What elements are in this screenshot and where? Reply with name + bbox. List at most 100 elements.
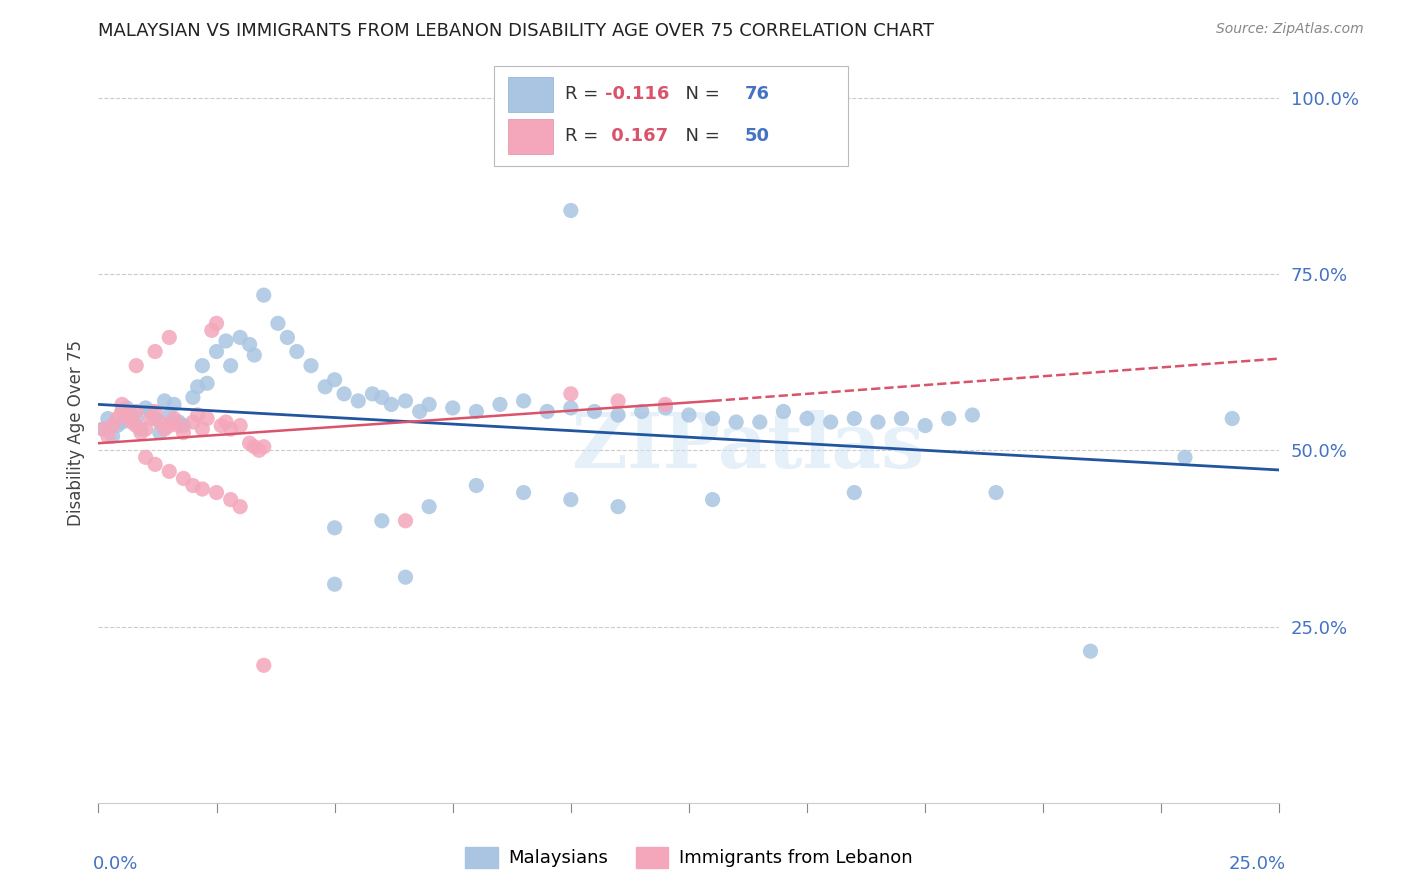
Point [229,418,252,433]
Point [167,418,190,433]
Point [229,330,252,344]
Point [418,397,440,411]
Point [195,411,218,425]
Point [748,415,770,429]
Point [371,514,394,528]
Point [984,485,1007,500]
Point [219,422,242,436]
Point [333,387,356,401]
Point [243,440,266,454]
Point [323,577,346,591]
Point [607,393,630,408]
Point [205,485,228,500]
Point [678,408,700,422]
Point [583,404,606,418]
Text: -0.116: -0.116 [605,86,669,103]
Point [111,404,134,418]
Point [129,425,152,440]
Text: 0.167: 0.167 [605,128,668,145]
Point [91,422,114,436]
Legend: Malaysians, Immigrants from Lebanon: Malaysians, Immigrants from Lebanon [465,847,912,868]
Point [139,404,162,418]
Point [380,397,402,411]
Point [215,334,238,348]
Point [772,404,794,418]
Point [172,425,194,440]
Point [121,408,143,422]
Y-axis label: Disability Age Over 75: Disability Age Over 75 [66,340,84,525]
Text: R =: R = [565,128,605,145]
Text: 76: 76 [744,86,769,103]
Point [702,492,724,507]
Text: 0.0%: 0.0% [93,855,138,872]
Point [219,492,242,507]
Point [157,464,180,478]
Point [285,344,308,359]
Point [157,408,180,422]
Point [153,393,176,408]
Point [101,418,124,433]
Point [181,478,204,492]
Point [201,323,224,337]
Point [299,359,322,373]
Point [394,393,416,408]
Point [394,514,416,528]
Text: Source: ZipAtlas.com: Source: ZipAtlas.com [1216,22,1364,37]
Point [654,397,676,411]
Point [111,397,134,411]
Text: R =: R = [565,86,605,103]
Point [654,401,676,415]
Point [149,425,172,440]
Point [135,422,157,436]
Point [163,411,186,425]
Point [135,401,157,415]
Point [347,393,370,408]
Point [143,344,166,359]
Point [205,316,228,330]
Point [143,404,166,418]
Text: N =: N = [673,86,725,103]
Point [209,418,232,433]
Point [239,436,262,450]
Point [97,429,120,443]
Point [111,415,134,429]
Point [239,337,262,351]
Point [914,418,936,433]
Point [215,415,238,429]
Point [121,415,143,429]
Bar [508,119,553,154]
Point [135,450,157,465]
Point [105,418,128,433]
Text: N =: N = [673,128,725,145]
Point [229,500,252,514]
Point [111,404,134,418]
Point [195,376,218,391]
Point [512,485,534,500]
Point [191,482,214,496]
Point [560,203,582,218]
Point [181,415,204,429]
Point [149,415,172,429]
Point [702,411,724,425]
Text: MALAYSIAN VS IMMIGRANTS FROM LEBANON DISABILITY AGE OVER 75 CORRELATION CHART: MALAYSIAN VS IMMIGRANTS FROM LEBANON DIS… [98,22,935,40]
Text: 25.0%: 25.0% [1229,855,1285,872]
Point [91,422,114,436]
Point [187,380,209,394]
Point [607,500,630,514]
Point [512,393,534,408]
Point [962,408,984,422]
Point [418,500,440,514]
Point [489,397,512,411]
Point [191,422,214,436]
Text: ZIPatlas: ZIPatlas [571,410,925,484]
Point [153,422,176,436]
Bar [508,77,553,112]
Point [796,411,818,425]
Point [125,418,148,433]
Point [157,330,180,344]
Point [820,415,842,429]
Point [1080,644,1102,658]
Text: 50: 50 [744,128,769,145]
Point [323,521,346,535]
Point [314,380,336,394]
